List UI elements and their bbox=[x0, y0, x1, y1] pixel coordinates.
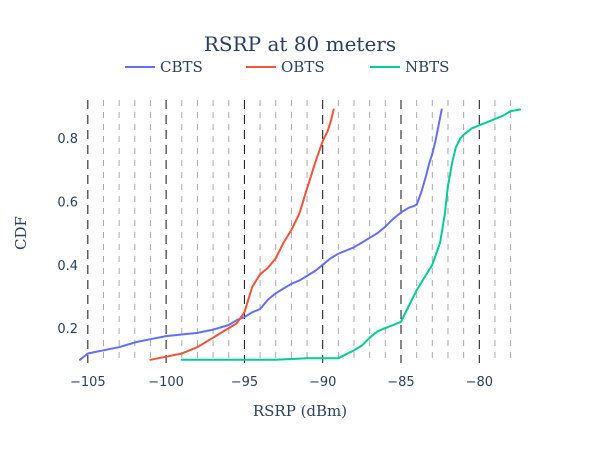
series-line-cbts bbox=[79, 108, 443, 361]
x-tick-label: −85 bbox=[387, 375, 414, 390]
series-line-nbts bbox=[180, 108, 521, 361]
y-tick-label: 0.2 bbox=[57, 322, 78, 337]
legend-label: OBTS bbox=[281, 58, 325, 76]
y-tick-label: 0.4 bbox=[57, 259, 78, 274]
x-tick-label: −95 bbox=[231, 375, 258, 390]
grid bbox=[87, 100, 512, 363]
x-tick-label: −105 bbox=[70, 375, 106, 390]
series-layer bbox=[79, 108, 521, 361]
x-tick-label: −90 bbox=[309, 375, 336, 390]
x-tick-label: −100 bbox=[148, 375, 184, 390]
y-axis-title: CDF bbox=[12, 216, 30, 250]
y-tick-label: 0.6 bbox=[57, 195, 78, 210]
series-line-obts bbox=[149, 108, 335, 361]
x-axis-ticks: −105 −100 −95 −90 −85 −80 bbox=[70, 375, 493, 390]
legend-label: NBTS bbox=[405, 58, 449, 76]
legend-item-obts[interactable]: OBTS bbox=[246, 58, 325, 76]
chart-title: RSRP at 80 meters bbox=[204, 32, 396, 56]
y-axis-ticks: 0.2 0.4 0.6 0.8 bbox=[57, 132, 78, 337]
legend: CBTS OBTS NBTS bbox=[125, 58, 449, 76]
legend-item-cbts[interactable]: CBTS bbox=[125, 58, 203, 76]
legend-label: CBTS bbox=[160, 58, 203, 76]
x-tick-label: −80 bbox=[466, 375, 493, 390]
legend-item-nbts[interactable]: NBTS bbox=[370, 58, 449, 76]
x-axis-title: RSRP (dBm) bbox=[253, 402, 347, 420]
y-tick-label: 0.8 bbox=[57, 132, 78, 147]
